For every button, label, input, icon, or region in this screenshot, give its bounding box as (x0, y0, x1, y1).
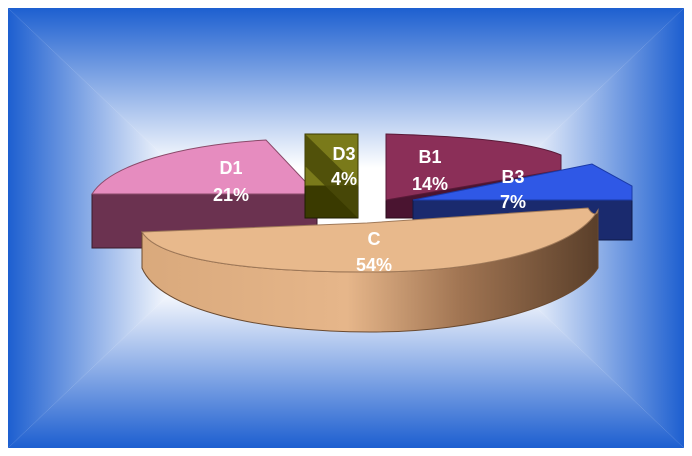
label-c-name: C (368, 229, 381, 249)
slice-d3-face (305, 134, 358, 218)
slice-d1-top (91, 139, 319, 195)
slice-labels: D1 21% D3 4% B1 14% B3 7% C 54% (213, 144, 526, 275)
label-d3-name: D3 (332, 144, 355, 164)
label-b3-value: 7% (500, 192, 526, 212)
label-b1-name: B1 (418, 147, 441, 167)
label-d1-name: D1 (219, 158, 242, 178)
pie-slices (91, 133, 633, 333)
slice-c-top (141, 207, 599, 273)
slice-b3-top (412, 163, 633, 201)
label-d1-value: 21% (213, 185, 249, 205)
label-b3-name: B3 (501, 167, 524, 187)
label-c-value: 54% (356, 255, 392, 275)
slice-b1-top (385, 133, 562, 201)
label-d3-value: 4% (331, 169, 357, 189)
pie-slice-d3[interactable] (304, 133, 359, 219)
label-b1-value: 14% (412, 174, 448, 194)
pie-slice-c[interactable] (141, 207, 599, 333)
